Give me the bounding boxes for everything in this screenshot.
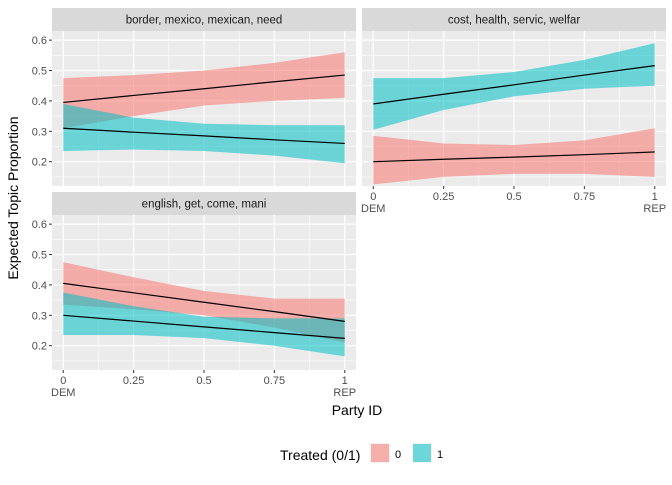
fit-line-treated-0 [373,151,655,163]
legend-key-treated-1: 1 [412,443,443,463]
legend-label: 1 [437,449,443,461]
y-tick-label: 0.5 [32,250,47,262]
confidence-ribbon-treated-0 [63,52,345,129]
confidence-ribbon-treated-0 [373,128,655,185]
x-tick-label: 0.75 [264,375,285,387]
facet-strip [52,192,356,215]
x-tick-label: 1 [652,191,658,203]
x-tick-label: 0.25 [433,191,454,203]
x-tick-label: 0.5 [506,191,521,203]
facet-strip-label: english, get, come, mani [142,199,267,211]
legend-swatch [371,444,389,462]
y-tick-label: 0.5 [32,66,47,78]
y-axis-title: Expected Topic Proportion [5,116,21,279]
fit-line-treated-1 [63,127,345,145]
confidence-ribbon-treated-1 [63,292,345,357]
y-tick-label: 0.2 [32,341,47,353]
facet-panel: border, mexico, mexican, need 0.2 0.3 0.4 0.… [32,8,356,186]
facet-strip-label: cost, health, servic, welfar [448,15,580,27]
x-tick-label: 0.25 [123,375,144,387]
fit-line-treated-0 [63,74,345,104]
fit-line-treated-1 [63,314,345,339]
legend-title: Treated (0/1) [280,447,360,463]
legend-key-treated-0: 0 [370,443,401,463]
x-party-label: DEM [361,203,385,215]
legend-swatch [413,444,431,462]
y-tick-label: 0.4 [32,96,47,108]
x-axis-title: Party ID [332,402,383,418]
confidence-ribbon-treated-1 [373,43,655,130]
x-tick-label: 0 [60,375,66,387]
x-tick-label: 0 [370,191,376,203]
y-tick-label: 0.6 [32,35,47,47]
facet-strip [52,8,356,31]
x-party-label: REP [333,387,356,399]
y-tick-label: 0.3 [32,126,47,138]
fit-line-treated-0 [63,282,345,322]
x-party-label: REP [643,203,666,215]
legend-label: 0 [395,449,401,461]
confidence-ribbon-treated-1 [63,103,345,164]
facet-strip [362,8,666,31]
x-party-label: DEM [51,387,75,399]
y-tick-label: 0.6 [32,219,47,231]
x-tick-label: 0.75 [574,191,595,203]
x-tick-label: 0.5 [196,375,211,387]
facet-strip-label: border, mexico, mexican, need [126,15,283,27]
facet-panel: english, get, come, mani 0.2 0.3 0.4 0.5 0.6 0… [32,192,356,399]
y-tick-label: 0.3 [32,310,47,322]
y-tick-label: 0.2 [32,157,47,169]
x-tick-label: 1 [342,375,348,387]
y-tick-label: 0.4 [32,280,47,292]
legend: Treated (0/1) 0 1 [280,443,443,463]
fit-line-treated-1 [373,65,655,105]
